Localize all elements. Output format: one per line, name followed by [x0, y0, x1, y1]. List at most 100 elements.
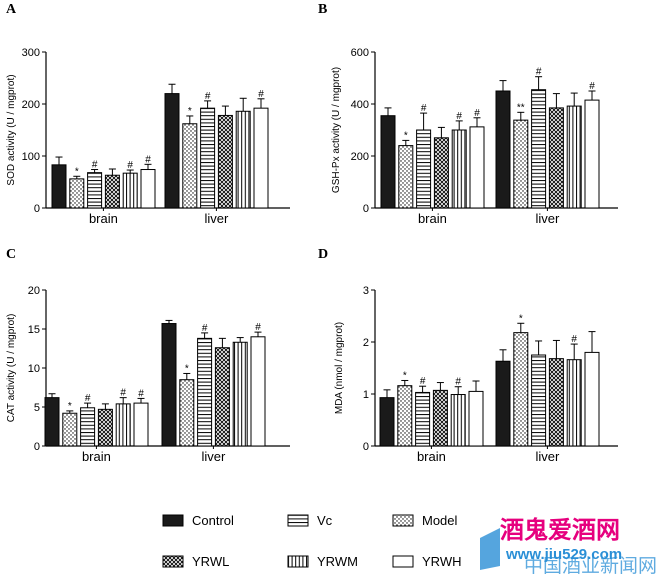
bar-yrwh-brain: [133, 402, 149, 447]
bar-vc-liver: [200, 107, 216, 209]
legend-label-yrwm: YRWM: [317, 554, 358, 569]
bar-control-liver: [161, 323, 177, 447]
bar-yrwl-brain: [104, 174, 120, 209]
watermark-logo-icon: [480, 528, 500, 570]
significance-star: *: [75, 166, 79, 177]
significance-star: *: [68, 401, 72, 412]
bar-control-liver: [495, 360, 511, 447]
legend: Control Vc Model YRWL YRWM YRWH: [162, 513, 461, 569]
significance-hash: #: [120, 388, 126, 399]
bar-vc-liver: [531, 354, 547, 447]
y-tick-label: 10: [28, 363, 40, 375]
panel-b: B GSH-Px activity (U / mgprot) 0 200 400 60…: [318, 2, 618, 226]
x-category-label-brain: brain: [82, 449, 111, 464]
plot-area-c: 0 5 10 15 20 brain liver * * # # # # #: [28, 285, 290, 464]
bar-vc-brain: [80, 407, 96, 447]
significance-star: *: [519, 313, 523, 324]
y-tick-label: 0: [34, 203, 40, 215]
plot-area-a: 0 100 200 300 brain liver * * # # # # #: [22, 47, 290, 226]
legend-swatch-vc: [287, 514, 309, 527]
bar-yrwm-liver: [566, 359, 582, 447]
bar-yrwh-brain: [468, 390, 484, 447]
legend-label-vc: Vc: [317, 513, 333, 528]
bar-model-liver: [513, 332, 529, 447]
bar-control-brain: [379, 397, 395, 447]
bar-yrwh-liver: [253, 107, 269, 209]
significance-star: *: [185, 363, 189, 374]
watermark-title: 酒鬼爱酒网: [500, 516, 620, 544]
watermark-subtitle: 中国酒业新闻网: [524, 555, 657, 574]
bar-control-brain: [44, 397, 60, 447]
x-category-label-liver: liver: [201, 449, 226, 464]
significance-hash: #: [258, 89, 264, 100]
y-tick-label: 600: [351, 47, 369, 59]
bar-yrwl-liver: [217, 114, 233, 209]
significance-hash: #: [145, 154, 151, 165]
bar-yrwm-liver: [232, 341, 248, 447]
watermark-url: www.jiu529.com: [505, 546, 622, 563]
significance-hash: #: [420, 376, 426, 387]
significance-hash: #: [474, 108, 480, 119]
bar-model-brain: [397, 385, 413, 447]
panel-label-b: B: [318, 2, 327, 17]
significance-hash: #: [455, 377, 461, 388]
y-tick-label: 3: [363, 285, 369, 297]
bar-yrwh-brain: [469, 126, 485, 209]
y-axis-title-b: GSH-Px activity (U / mgprot): [331, 67, 342, 193]
y-tick-label: 200: [22, 99, 40, 111]
x-category-label-liver: liver: [204, 211, 229, 226]
legend-label-model: Model: [422, 513, 458, 528]
bar-control-brain: [51, 164, 67, 209]
bar-yrwm-liver: [566, 105, 582, 209]
panel-c: C CAT activity (U / mgprot) 0 5 10 15 20 brai…: [6, 247, 290, 464]
bar-vc-brain: [416, 129, 432, 209]
watermark: 酒鬼爱酒网 www.jiu529.com 中国酒业新闻网: [480, 516, 657, 574]
significance-hash: #: [202, 323, 208, 334]
bar-control-liver: [495, 90, 511, 209]
bar-yrwm-liver: [235, 110, 251, 209]
panel-label-a: A: [6, 2, 17, 17]
y-tick-label: 2: [363, 337, 369, 349]
y-tick-label: 200: [351, 151, 369, 163]
bar-model-brain: [62, 412, 78, 447]
y-tick-label: 100: [22, 151, 40, 163]
bar-vc-liver: [531, 89, 547, 209]
y-tick-label: 15: [28, 324, 40, 336]
y-axis-title-a: SOD activity (U / mgprot): [6, 74, 17, 185]
y-tick-label: 0: [363, 203, 369, 215]
y-tick-label: 1: [363, 389, 369, 401]
bar-yrwh-brain: [140, 169, 156, 209]
legend-swatch-model: [392, 514, 414, 527]
legend-swatch-yrwm: [287, 555, 309, 568]
significance-hash: #: [589, 81, 595, 92]
significance-star: *: [188, 106, 192, 117]
bar-yrwl-brain: [97, 408, 113, 447]
bar-model-liver: [182, 123, 198, 209]
panel-d: D MDA (nmol / mgprot) 0 1 2 3 brain liver * * # #…: [318, 247, 618, 464]
panel-a: A SOD activity (U / mgprot) 0 100 200 300 br…: [6, 2, 290, 226]
bar-yrwl-brain: [433, 137, 449, 209]
significance-hash: #: [127, 160, 133, 171]
significance-hash: #: [421, 103, 427, 114]
x-category-label-liver: liver: [535, 449, 560, 464]
x-category-label-brain: brain: [89, 211, 118, 226]
plot-area-d: 0 1 2 3 brain liver * * # # #: [363, 285, 618, 464]
significance-hash: #: [138, 388, 144, 399]
legend-swatch-yrwh: [392, 555, 414, 568]
bar-yrwm-brain: [122, 172, 138, 209]
significance-hash: #: [92, 160, 98, 171]
y-tick-label: 5: [34, 402, 40, 414]
bar-yrwl-liver: [214, 347, 230, 447]
bar-model-brain: [398, 145, 414, 209]
bar-model-brain: [69, 178, 85, 209]
significance-hash: #: [536, 67, 542, 78]
bar-yrwh-liver: [250, 336, 266, 447]
legend-label-yrwh: YRWH: [422, 554, 461, 569]
legend-swatch-control: [162, 514, 184, 527]
y-tick-label: 400: [351, 99, 369, 111]
significance-star: **: [517, 102, 525, 113]
bar-control-brain: [380, 115, 396, 209]
bar-yrwh-liver: [584, 99, 600, 209]
y-tick-label: 0: [34, 441, 40, 453]
